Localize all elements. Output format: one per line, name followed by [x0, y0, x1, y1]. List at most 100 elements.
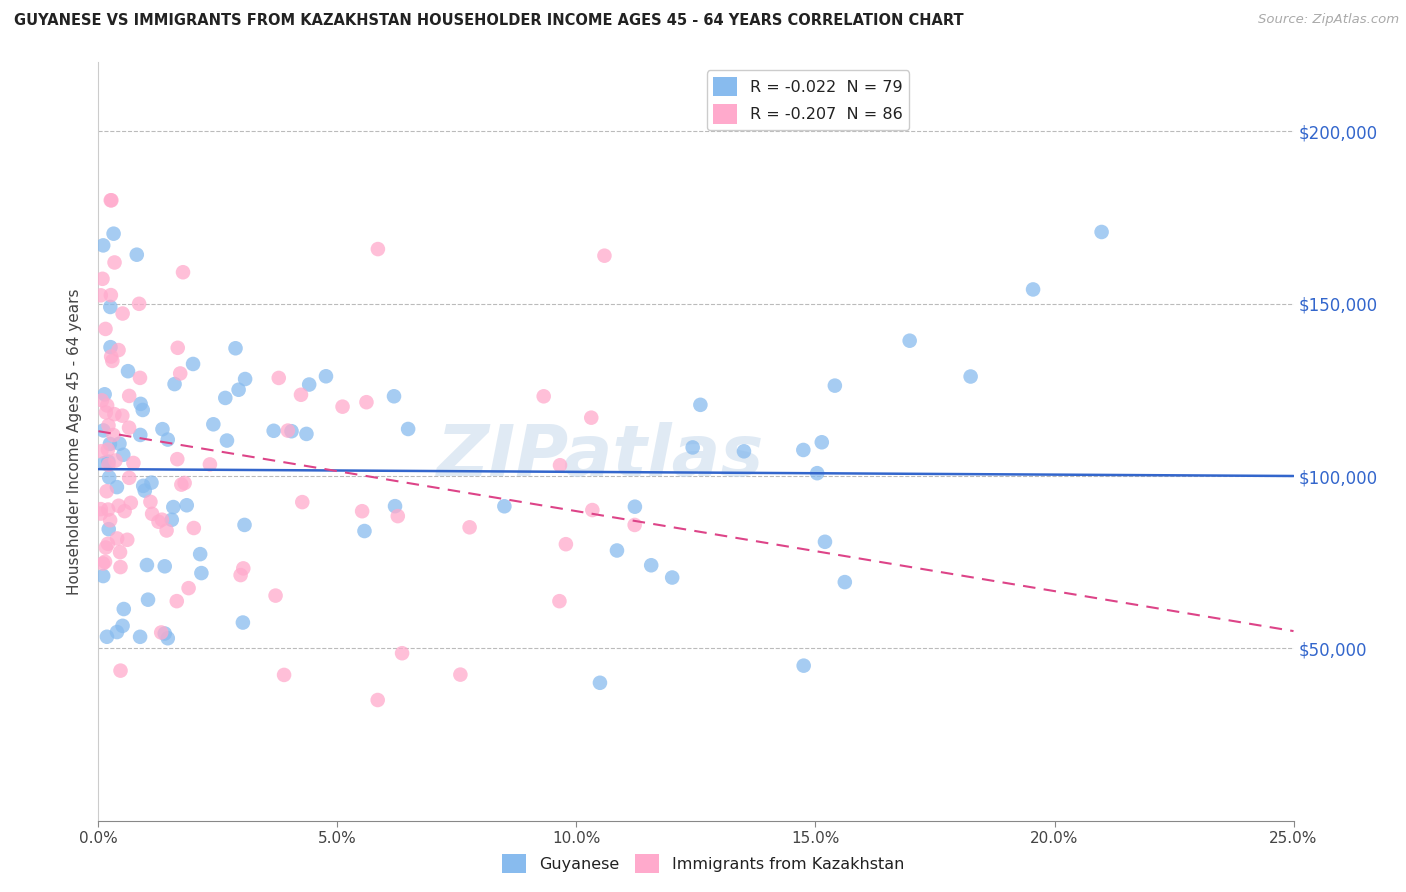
Point [689, 398, 711, 412]
Point [94, 322, 117, 336]
Text: ZIPatlas: ZIPatlas [437, 422, 763, 491]
Point [273, 668, 295, 682]
Point [449, 667, 471, 681]
Point [162, 500, 184, 514]
Point [117, 533, 139, 547]
Point [103, 407, 125, 421]
Point [225, 341, 247, 355]
Point [291, 495, 314, 509]
Point [100, 288, 122, 302]
Point [494, 500, 516, 514]
Point [640, 558, 662, 573]
Point [98, 300, 121, 314]
Point [90, 444, 112, 458]
Point [107, 343, 129, 357]
Point [233, 372, 256, 386]
Point [166, 341, 188, 355]
Point [136, 592, 159, 607]
Point [93, 387, 115, 401]
Point [458, 520, 481, 534]
Point [107, 499, 129, 513]
Point [793, 658, 815, 673]
Point [141, 475, 163, 490]
Point [94, 405, 117, 419]
Point [132, 479, 155, 493]
Point [111, 409, 134, 423]
Point [96, 399, 118, 413]
Point [103, 255, 125, 269]
Point [190, 566, 212, 580]
Point [367, 693, 389, 707]
Point [129, 397, 152, 411]
Point [91, 557, 114, 571]
Point [814, 534, 837, 549]
Point [156, 433, 179, 447]
Point [315, 369, 337, 384]
Point [94, 555, 117, 569]
Point [181, 357, 204, 371]
Point [91, 272, 114, 286]
Point [125, 248, 148, 262]
Point [134, 483, 156, 498]
Point [118, 471, 141, 485]
Point [548, 458, 571, 473]
Point [624, 500, 647, 514]
Point [118, 389, 141, 403]
Point [332, 400, 354, 414]
Point [533, 389, 555, 403]
Point [264, 589, 287, 603]
Point [118, 420, 141, 434]
Point [267, 371, 290, 385]
Point [356, 395, 378, 409]
Point [155, 524, 177, 538]
Point [396, 422, 419, 436]
Point [170, 477, 193, 491]
Point [96, 630, 118, 644]
Point [97, 455, 120, 469]
Point [97, 537, 120, 551]
Point [661, 570, 683, 584]
Point [100, 340, 122, 354]
Point [141, 507, 163, 521]
Point [177, 581, 200, 595]
Point [682, 441, 704, 455]
Point [112, 602, 135, 616]
Point [100, 194, 122, 208]
Point [112, 448, 135, 462]
Point [153, 559, 176, 574]
Point [160, 513, 183, 527]
Point [233, 517, 256, 532]
Point [114, 504, 136, 518]
Point [111, 619, 134, 633]
Point [98, 513, 121, 527]
Point [105, 532, 128, 546]
Point [117, 364, 139, 378]
Point [733, 444, 755, 458]
Point [298, 377, 321, 392]
Point [387, 509, 409, 524]
Point [589, 675, 612, 690]
Point [93, 456, 115, 470]
Point [96, 484, 118, 499]
Point [129, 630, 152, 644]
Y-axis label: Householder Income Ages 45 - 64 years: Householder Income Ages 45 - 64 years [67, 288, 83, 595]
Point [232, 615, 254, 630]
Point [150, 513, 173, 527]
Point [128, 297, 150, 311]
Point [898, 334, 921, 348]
Legend: R = -0.022  N = 79, R = -0.207  N = 86: R = -0.022 N = 79, R = -0.207 N = 86 [707, 70, 910, 130]
Point [100, 194, 122, 208]
Point [129, 371, 152, 385]
Point [280, 424, 302, 438]
Point [105, 625, 128, 640]
Point [606, 543, 628, 558]
Point [135, 558, 157, 572]
Point [188, 547, 211, 561]
Point [101, 354, 124, 368]
Point [98, 470, 121, 484]
Point [91, 569, 114, 583]
Point [581, 410, 603, 425]
Point [581, 503, 603, 517]
Point [824, 378, 846, 392]
Point [214, 391, 236, 405]
